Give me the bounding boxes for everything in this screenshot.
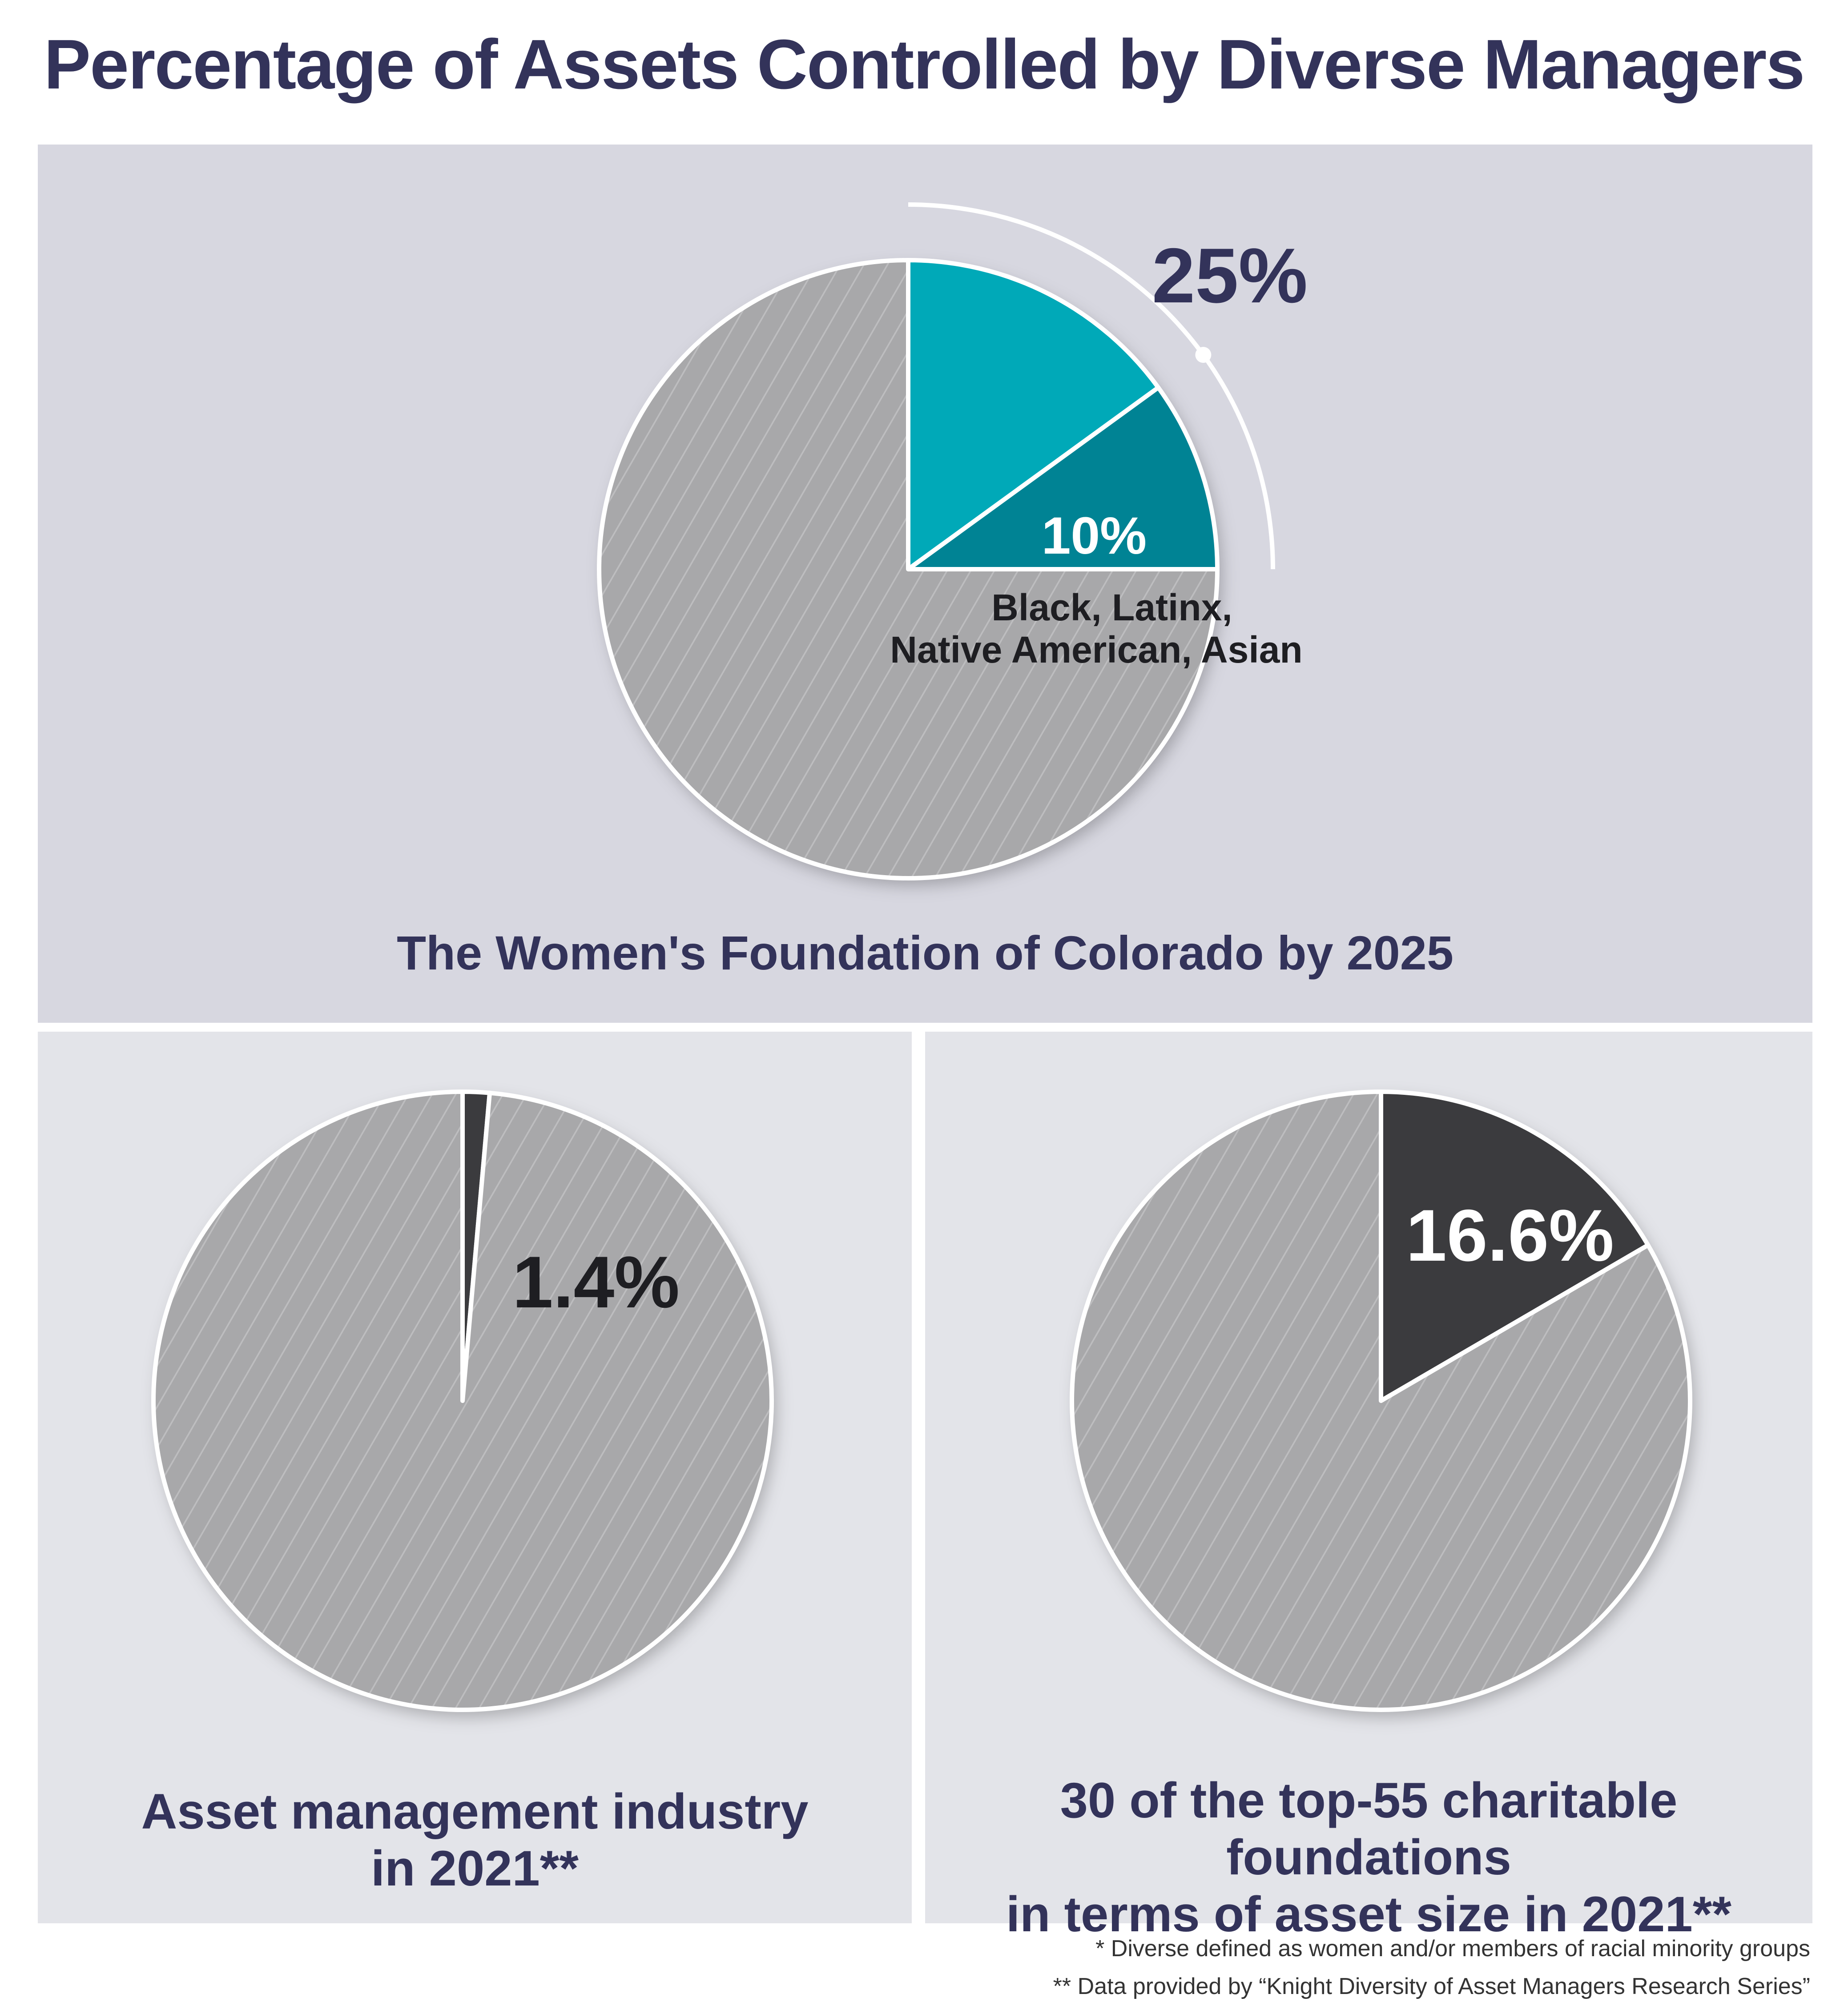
bottom-left-caption-line1: Asset management industry — [141, 1784, 809, 1839]
slice-note-line2: Native American, Asian — [890, 629, 1303, 671]
annotation-arc — [908, 202, 1275, 570]
pie-bottom-right — [1070, 1089, 1692, 1712]
annotation-25-percent: 25% — [1152, 233, 1308, 319]
bottom-right-caption-line2: in terms of asset size in 2021** — [1006, 1886, 1731, 1942]
slice-label-16-6-percent: 16.6% — [1406, 1194, 1614, 1276]
footnote-data-source: ** Data provided by “Knight Diversity of… — [1053, 1974, 1810, 1999]
footnote-diverse-definition: * Diverse defined as women and/or member… — [1095, 1936, 1810, 1962]
bottom-right-caption-line1: 30 of the top-55 charitable foundations — [1060, 1773, 1678, 1885]
top-chart-caption: The Women's Foundation of Colorado by 20… — [397, 926, 1453, 980]
page-title: Percentage of Assets Controlled by Diver… — [44, 25, 1805, 104]
slice-other-top — [597, 258, 1220, 880]
slice-other-left — [151, 1089, 774, 1712]
annotation-dot — [1195, 347, 1212, 363]
slice-label-1-4-percent: 1.4% — [512, 1241, 680, 1323]
slice-diverse-women — [906, 258, 1161, 571]
slice-16-6-percent — [1379, 1089, 1651, 1403]
bottom-right-caption: 30 of the top-55 charitable foundations … — [925, 1772, 1812, 1943]
pie-top — [597, 258, 1220, 880]
slice-other-right — [1070, 1089, 1692, 1712]
bottom-left-caption-line2: in 2021** — [371, 1841, 579, 1896]
pie-bottom-left — [151, 1089, 774, 1712]
slice-black-latinx-native-american-asian — [906, 385, 1220, 571]
slice-note-line1: Black, Latinx, — [991, 587, 1232, 628]
slice-label-10-percent: 10% — [1042, 507, 1147, 565]
bottom-left-caption: Asset management industry in 2021** — [38, 1783, 912, 1897]
